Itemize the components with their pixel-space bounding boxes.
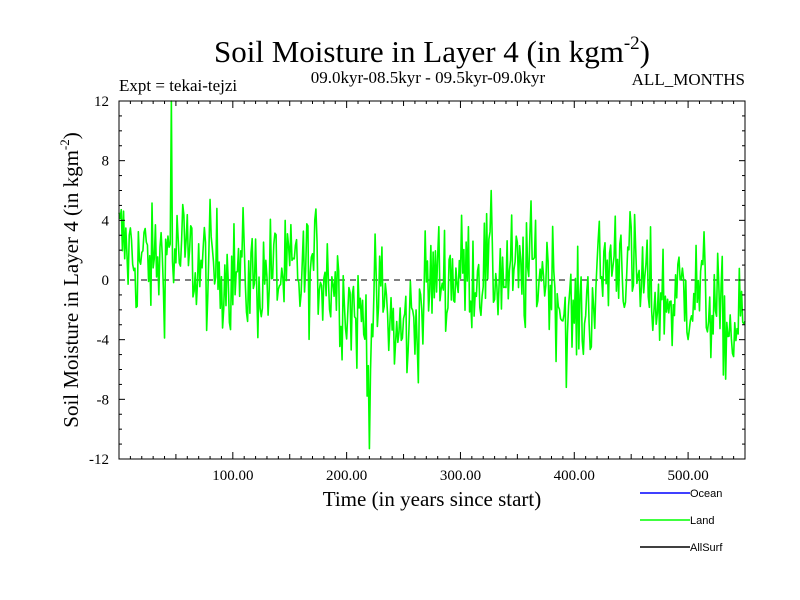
y-tick-label: 8	[102, 154, 110, 170]
x-tick-label: 300.00	[440, 468, 481, 484]
legend-label-allsurf: AllSurf	[690, 542, 723, 554]
plot-area: -12 -8 -4 0 4 8 12 100.00 200.00 300.00 400.00 500…	[89, 94, 746, 484]
y-tick-label: 4	[102, 213, 110, 229]
months-label: ALL_MONTHS	[632, 70, 745, 89]
y-tick-label: -12	[89, 452, 109, 468]
x-tick-label: 400.00	[554, 468, 595, 484]
y-axis-label-superscript: -2	[57, 139, 72, 150]
experiment-label: Expt = tekai-tejzi	[119, 76, 237, 95]
y-axis-label: Soil Moisture in Layer 4 (in kgm-2)	[57, 132, 83, 427]
x-axis: 100.00 200.00 300.00 400.00 500.00	[129, 101, 735, 484]
x-tick-label: 500.00	[667, 468, 708, 484]
x-axis-label: Time (in years since start)	[323, 487, 542, 511]
series-group	[118, 100, 746, 450]
legend-label-land: Land	[690, 515, 714, 527]
chart-title: Soil Moisture in Layer 4 (in kgm-2)	[214, 33, 650, 69]
x-tick-label: 100.00	[212, 468, 253, 484]
chart-title-superscript: -2	[624, 33, 640, 54]
y-tick-label: 0	[102, 273, 110, 289]
y-tick-label: 12	[94, 94, 109, 110]
legend-label-ocean: Ocean	[690, 488, 722, 500]
legend: Ocean Land AllSurf	[640, 488, 723, 554]
y-tick-label: -4	[97, 333, 110, 349]
x-tick-label: 200.00	[326, 468, 367, 484]
y-axis: -12 -8 -4 0 4 8 12	[89, 94, 745, 468]
series-line-land	[118, 100, 746, 450]
y-tick-label: -8	[97, 392, 110, 408]
period-subtitle: 09.0kyr-08.5kyr - 09.5kyr-09.0kyr	[311, 68, 546, 87]
